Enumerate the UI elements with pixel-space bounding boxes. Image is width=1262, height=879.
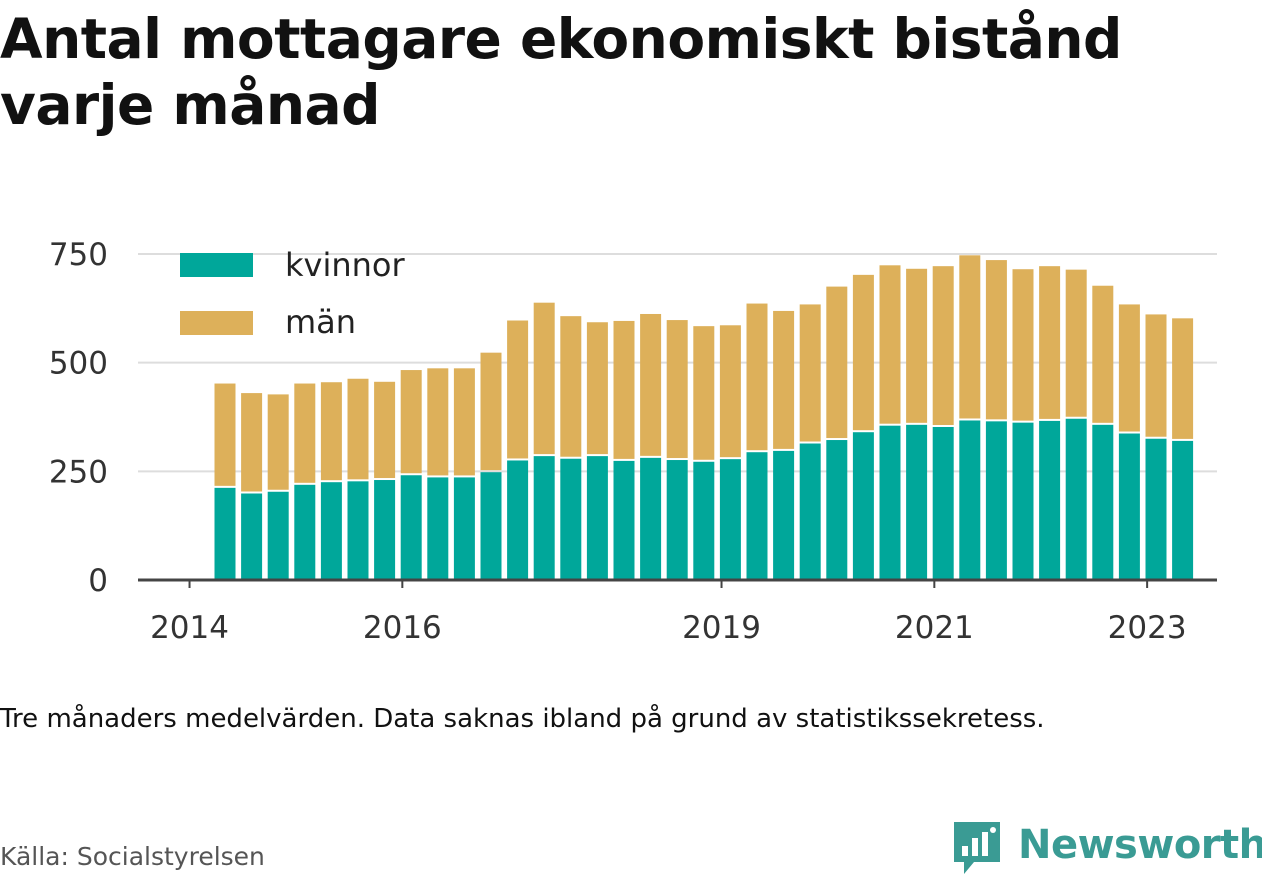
- bar-man: [613, 320, 635, 459]
- y-tick-label: 500: [49, 346, 108, 382]
- bar-kvinnor: [480, 472, 502, 580]
- x-tick-label: 2021: [895, 610, 974, 646]
- bar-man: [906, 268, 928, 423]
- bar-man: [347, 378, 369, 480]
- bar-man: [267, 394, 289, 490]
- bar-kvinnor: [1118, 433, 1140, 580]
- bar-kvinnor: [400, 475, 422, 580]
- bar-kvinnor: [640, 457, 662, 580]
- legend-swatch-man: [180, 311, 253, 335]
- bar-man: [400, 370, 422, 474]
- bar-man: [852, 274, 874, 431]
- bar-kvinnor: [453, 477, 475, 580]
- legend-label-kvinnor: kvinnor: [285, 246, 406, 284]
- bar-kvinnor: [1012, 422, 1034, 580]
- bar-man: [1065, 269, 1087, 417]
- bar-man: [241, 393, 263, 492]
- bar-kvinnor: [586, 456, 608, 580]
- bar-kvinnor: [1145, 438, 1167, 580]
- bar-kvinnor: [1039, 420, 1061, 580]
- source-text: Källa: Socialstyrelsen: [0, 842, 265, 871]
- bar-man: [799, 304, 821, 442]
- legend: kvinnor män: [180, 246, 406, 341]
- y-tick-label: 750: [49, 237, 108, 273]
- bar-man: [1039, 266, 1061, 419]
- bar-kvinnor: [1092, 424, 1114, 580]
- bar-kvinnor: [826, 440, 848, 580]
- bar-kvinnor: [294, 484, 316, 580]
- bar-man: [985, 260, 1007, 420]
- bar-man: [480, 352, 502, 471]
- bar-kvinnor: [267, 491, 289, 580]
- bar-kvinnor: [613, 460, 635, 580]
- bar-man: [507, 320, 529, 459]
- bar-kvinnor: [1172, 440, 1194, 580]
- brand-name: Newsworthy: [1018, 822, 1262, 868]
- bar-man: [214, 383, 236, 486]
- bar-man: [374, 381, 396, 479]
- bar-kvinnor: [906, 424, 928, 580]
- bar-man: [320, 382, 342, 481]
- bar-kvinnor: [533, 456, 555, 580]
- x-tick-label: 2014: [150, 610, 229, 646]
- bar-man: [773, 310, 795, 449]
- bar-man: [453, 368, 475, 476]
- bar-kvinnor: [374, 480, 396, 580]
- bar-man: [826, 286, 848, 439]
- bar-man: [427, 368, 449, 476]
- bar-man: [294, 383, 316, 483]
- bar-man: [1092, 285, 1114, 423]
- bar-kvinnor: [985, 421, 1007, 580]
- bar-kvinnor: [932, 426, 954, 580]
- bar-man: [693, 326, 715, 460]
- newsworthy-logo-icon: [954, 822, 1000, 874]
- bar-kvinnor: [693, 461, 715, 580]
- y-tick-label: 0: [88, 563, 108, 599]
- bar-kvinnor: [773, 450, 795, 580]
- x-tick-label: 2023: [1108, 610, 1187, 646]
- bar-man: [746, 303, 768, 451]
- bar-man: [586, 322, 608, 455]
- legend-swatch-kvinnor: [180, 253, 253, 277]
- bar-man: [560, 316, 582, 457]
- bar-kvinnor: [879, 425, 901, 580]
- bar-kvinnor: [719, 459, 741, 580]
- bar-kvinnor: [746, 452, 768, 580]
- bar-kvinnor: [852, 432, 874, 580]
- bar-kvinnor: [1065, 418, 1087, 580]
- bar-kvinnor: [347, 481, 369, 580]
- bar-kvinnor: [666, 460, 688, 580]
- bar-kvinnor: [560, 458, 582, 580]
- bar-kvinnor: [241, 493, 263, 580]
- bar-kvinnor: [507, 460, 529, 580]
- x-tick-label: 2016: [363, 610, 442, 646]
- legend-label-man: män: [285, 303, 356, 341]
- bar-man: [1145, 314, 1167, 437]
- bar-man: [666, 320, 688, 459]
- x-tick-label: 2019: [682, 610, 761, 646]
- bar-kvinnor: [799, 443, 821, 580]
- chart-title: Antal mottagare ekonomiskt bistånd varje…: [0, 7, 1122, 137]
- bar-man: [640, 313, 662, 456]
- bar-man: [1172, 318, 1194, 439]
- bar-kvinnor: [214, 487, 236, 580]
- bar-kvinnor: [959, 420, 981, 580]
- bar-man: [1118, 304, 1140, 432]
- bar-kvinnor: [427, 477, 449, 580]
- bar-kvinnor: [320, 482, 342, 580]
- bar-man: [533, 302, 555, 455]
- y-tick-label: 250: [49, 454, 108, 490]
- bar-man: [719, 325, 741, 458]
- bar-man: [932, 266, 954, 425]
- bar-man: [879, 265, 901, 424]
- bars: [214, 255, 1194, 580]
- bar-man: [959, 255, 981, 419]
- chart-note: Tre månaders medelvärden. Data saknas ib…: [0, 704, 1045, 734]
- bar-man: [1012, 269, 1034, 421]
- axes: 0 250 500 750 2014 2016 2019 2021 2023: [49, 237, 1217, 646]
